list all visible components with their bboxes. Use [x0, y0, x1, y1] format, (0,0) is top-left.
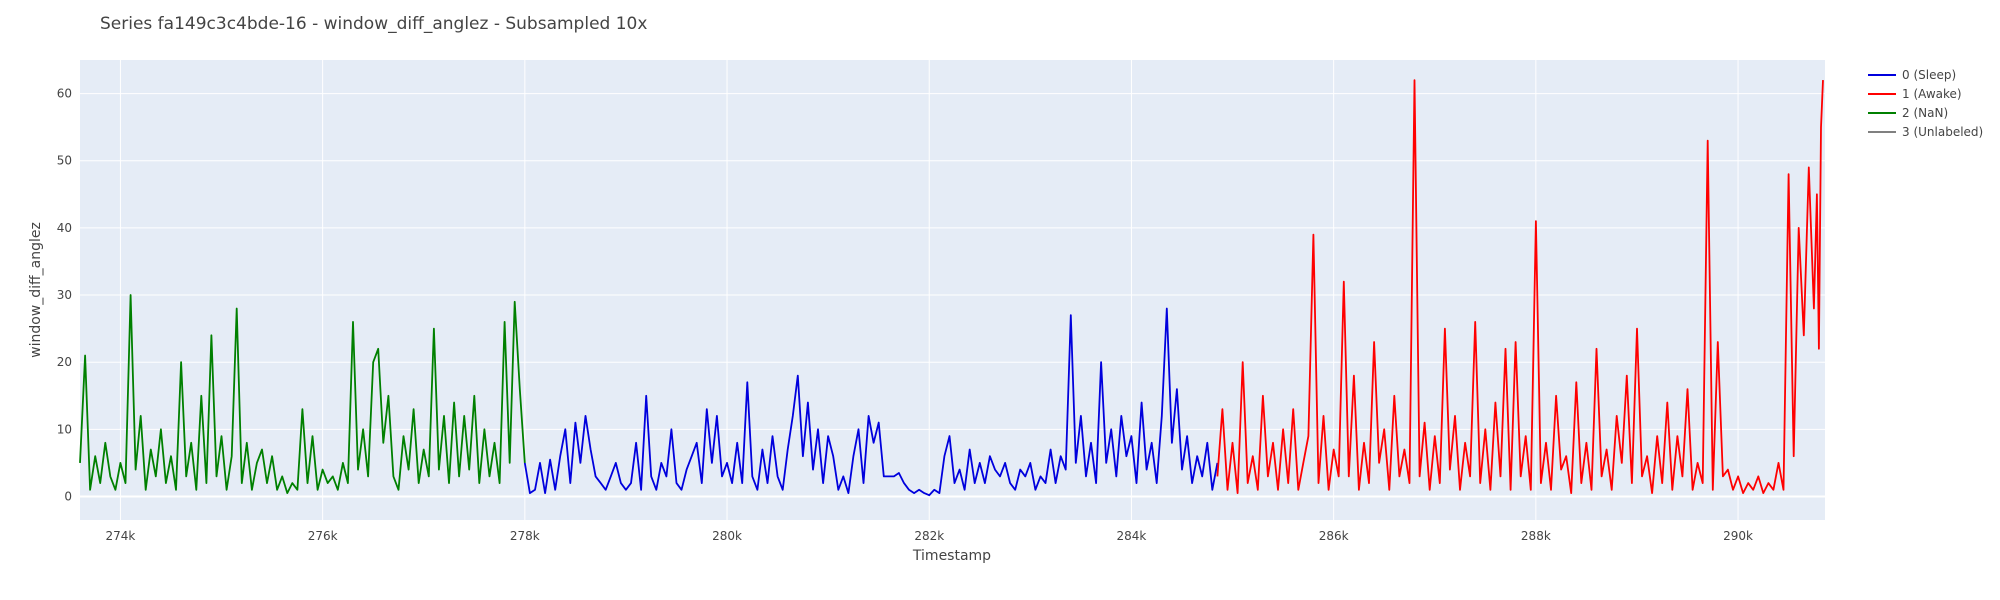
x-tick-label: 282k — [914, 529, 944, 543]
y-tick-label: 20 — [57, 355, 72, 369]
legend-label: 0 (Sleep) — [1902, 68, 1956, 82]
y-tick-label: 40 — [57, 221, 72, 235]
x-tick-label: 276k — [308, 529, 338, 543]
axis-ticks: 274k 276k 278k 280k 282k 284k 286k 288k 290k 0 10 2… — [57, 87, 1753, 543]
x-tick-label: 280k — [712, 529, 742, 543]
legend-label: 3 (Unlabeled) — [1902, 125, 1983, 139]
legend[interactable]: 0 (Sleep) 1 (Awake) 2 (NaN) 3 (Unlabeled) — [1868, 68, 1983, 139]
y-axis-title: window_diff_anglez — [28, 222, 44, 358]
legend-item[interactable]: 3 (Unlabeled) — [1868, 125, 1983, 139]
legend-item[interactable]: 1 (Awake) — [1868, 87, 1962, 101]
y-tick-label: 50 — [57, 154, 72, 168]
series-line-1-awake — [1216, 79, 1824, 494]
legend-item[interactable]: 0 (Sleep) — [1868, 68, 1956, 82]
series-group — [79, 79, 1824, 497]
legend-item[interactable]: 2 (NaN) — [1868, 106, 1948, 120]
x-tick-label: 288k — [1521, 529, 1551, 543]
chart-title: Series fa149c3c4bde-16 - window_diff_ang… — [100, 14, 647, 34]
series-line-0-sleep — [523, 307, 1219, 497]
legend-label: 1 (Awake) — [1902, 87, 1962, 101]
x-axis-title: Timestamp — [912, 548, 991, 564]
y-tick-label: 0 — [64, 489, 72, 503]
x-tick-label: 284k — [1117, 529, 1147, 543]
y-tick-label: 30 — [57, 288, 72, 302]
y-tick-label: 10 — [57, 422, 72, 436]
y-tick-label: 60 — [57, 87, 72, 101]
legend-label: 2 (NaN) — [1902, 106, 1948, 120]
x-tick-label: 290k — [1723, 529, 1753, 543]
x-tick-label: 286k — [1319, 529, 1349, 543]
plot-background — [80, 60, 1825, 520]
x-tick-label: 274k — [106, 529, 136, 543]
series-line-2-nan — [79, 294, 526, 494]
x-tick-label: 278k — [510, 529, 540, 543]
